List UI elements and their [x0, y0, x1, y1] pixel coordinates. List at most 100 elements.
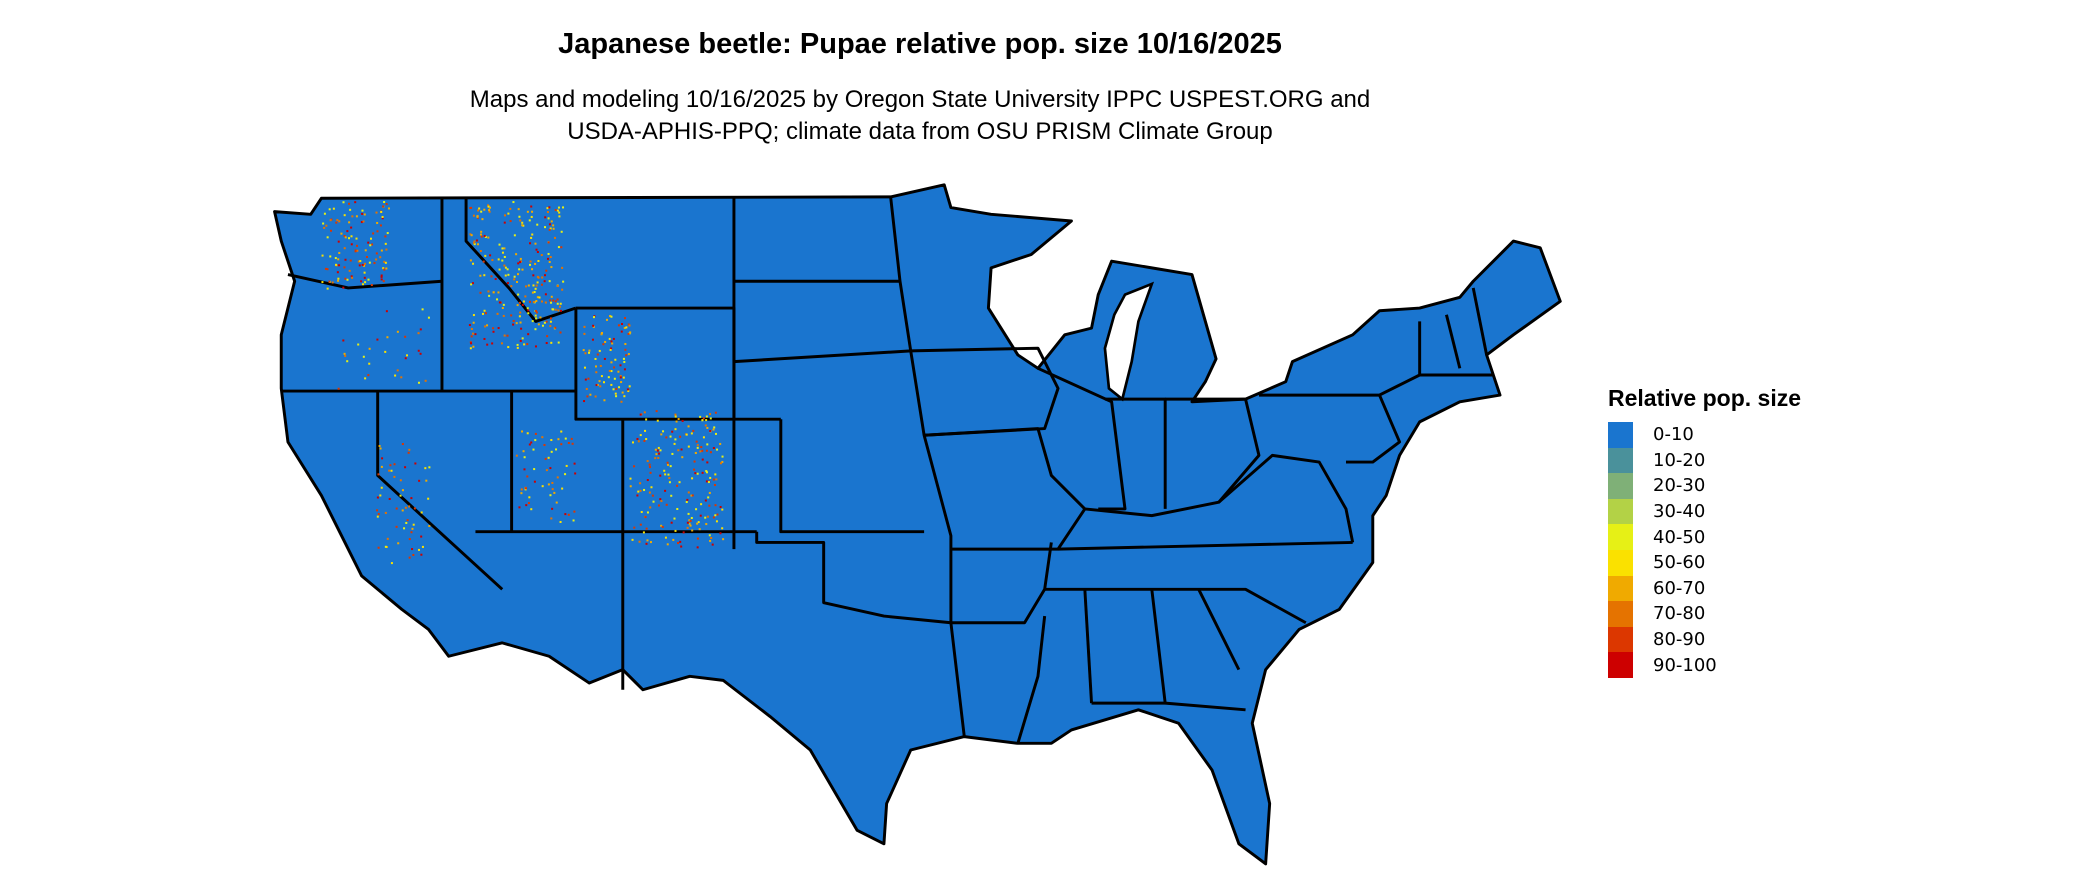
legend-label: 20-30 [1653, 475, 1706, 497]
hotspot-cell [664, 473, 667, 476]
hotspot-cell [532, 301, 535, 304]
hotspot-cell [583, 332, 586, 335]
legend-item: 60-70 [1608, 575, 1801, 602]
hotspot-cell [681, 456, 684, 459]
hotspot-cell [364, 281, 367, 284]
legend-swatch [1608, 626, 1633, 653]
hotspot-cell [376, 515, 379, 518]
hotspot-cell [349, 259, 352, 262]
hotspot-cell [679, 540, 682, 543]
hotspot-cell [598, 349, 601, 352]
hotspot-cell [384, 235, 387, 238]
hotspot-cell [546, 335, 549, 338]
hotspot-cell [598, 380, 601, 383]
hotspot-cell [551, 481, 554, 484]
hotspot-cell [503, 264, 506, 267]
hotspot-cell [411, 548, 414, 551]
hotspot-cell [706, 515, 709, 518]
hotspot-cell [712, 516, 715, 519]
hotspot-cell [377, 473, 380, 476]
hotspot-cell [583, 366, 586, 369]
hotspot-cell [529, 242, 532, 245]
hotspot-cell [709, 476, 712, 479]
hotspot-cell [624, 343, 627, 346]
hotspot-cell [680, 545, 683, 548]
hotspot-cell [694, 451, 697, 454]
hotspot-cell [549, 256, 552, 259]
hotspot-cell [421, 308, 424, 311]
hotspot-cell [592, 324, 595, 327]
hotspot-cell [696, 537, 699, 540]
hotspot-cell [680, 448, 683, 451]
hotspot-cell [384, 242, 387, 245]
legend-swatch [1608, 524, 1633, 550]
hotspot-cell [496, 298, 499, 301]
hotspot-cell [417, 381, 420, 384]
hotspot-cell [519, 219, 522, 222]
hotspot-cell [669, 465, 672, 468]
hotspot-cell [532, 284, 535, 287]
hotspot-cell [375, 258, 378, 261]
hotspot-cell [385, 248, 388, 251]
hotspot-cell [469, 259, 472, 262]
legend-item: 10-20 [1608, 447, 1801, 474]
hotspot-cell [535, 248, 538, 251]
hotspot-cell [705, 471, 709, 474]
hotspot-cell [696, 472, 699, 475]
legend-label: 30-40 [1653, 501, 1706, 523]
hotspot-cell [602, 343, 605, 346]
hotspot-cell [665, 503, 668, 506]
hotspot-cell [474, 333, 477, 336]
hotspot-cell [356, 249, 359, 252]
hotspot-cell [518, 301, 521, 304]
hotspot-cell [654, 448, 657, 451]
hotspot-cell [385, 267, 388, 270]
hotspot-cell [657, 446, 660, 449]
hotspot-cell [527, 309, 530, 312]
hotspot-cell [705, 470, 708, 473]
hotspot-cell [344, 258, 347, 261]
hotspot-cell [704, 516, 707, 519]
hotspot-cell [337, 387, 340, 390]
hotspot-cell [343, 352, 346, 355]
hotspot-cell [591, 338, 594, 341]
hotspot-cell [420, 535, 423, 538]
hotspot-cell [677, 542, 680, 545]
hotspot-cell [424, 467, 427, 470]
legend-swatch [1608, 422, 1633, 448]
hotspot-cell [559, 331, 562, 334]
hotspot-cell [533, 291, 536, 294]
hotspot-cell [484, 254, 487, 257]
hotspot-cell [389, 464, 392, 467]
hotspot-cell [567, 513, 570, 516]
hotspot-cell [586, 395, 589, 398]
hotspot-cell [617, 324, 620, 327]
hotspot-cell [357, 343, 360, 346]
hotspot-cell [411, 527, 414, 530]
hotspot-cell [396, 330, 399, 333]
hotspot-cell [532, 274, 535, 277]
legend-swatch [1608, 549, 1633, 576]
hotspot-cell [612, 388, 615, 391]
hotspot-cell [504, 266, 507, 269]
hotspot-cell [380, 274, 383, 277]
hotspot-cell [405, 354, 408, 357]
hotspot-cell [512, 319, 515, 322]
hotspot-cell [693, 460, 696, 463]
hotspot-cell [661, 430, 665, 433]
hotspot-cell [410, 531, 413, 534]
hotspot-cell [417, 332, 420, 335]
hotspot-cell [671, 452, 674, 455]
hotspot-cell [589, 393, 592, 396]
hotspot-cell [376, 230, 379, 233]
hotspot-cell [488, 209, 491, 212]
hotspot-cell [337, 277, 340, 280]
hotspot-cell [469, 341, 472, 344]
legend-item: 30-40 [1608, 498, 1801, 525]
hotspot-cell [534, 345, 537, 348]
hotspot-cell [627, 390, 630, 393]
hotspot-cell [561, 487, 564, 490]
hotspot-cell [380, 465, 383, 468]
hotspot-cell [343, 247, 346, 250]
hotspot-cell [714, 432, 717, 435]
